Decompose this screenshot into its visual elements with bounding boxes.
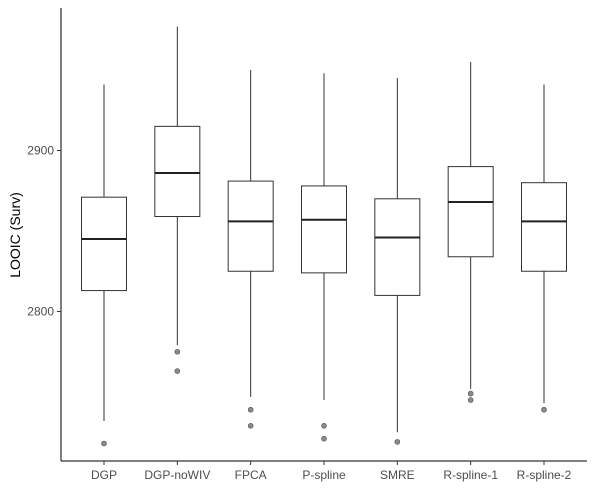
box-iqr (227, 180, 274, 272)
outlier-point (247, 423, 254, 429)
outlier-point (174, 348, 181, 355)
x-tick-label: SMRE (380, 468, 415, 482)
y-axis-title: LOOIC (Surv) (7, 192, 23, 278)
plot-area (81, 26, 567, 447)
outlier-point (101, 440, 107, 447)
x-tick-label: P-spline (302, 468, 346, 482)
outlier-point (247, 406, 254, 413)
box-group (227, 70, 274, 429)
outlier-point (174, 368, 181, 374)
x-tick-label: FPCA (235, 468, 267, 482)
y-tick-label: 2900 (27, 144, 54, 158)
box-group (301, 73, 347, 442)
box-iqr (447, 166, 494, 258)
x-tick-label: DGP-noWIV (144, 468, 210, 482)
x-tick-label: R-spline-1 (443, 468, 498, 482)
outlier-point (467, 397, 474, 403)
box-group (154, 26, 201, 374)
box-group (447, 61, 494, 403)
box-iqr (301, 185, 347, 274)
box-group (81, 84, 127, 447)
outlier-point (541, 406, 547, 413)
x-tick-label: DGP (91, 468, 117, 482)
box-iqr (374, 198, 421, 296)
outlier-point (321, 423, 327, 429)
x-axis-ticks: DGP DGP-noWIV FPCA P-spline SMRE R-spline-1 R-… (91, 461, 572, 482)
box-group (374, 78, 421, 445)
box-iqr (521, 182, 567, 272)
y-axis-ticks: 2800 2900 (27, 144, 61, 319)
y-tick-label: 2800 (27, 305, 54, 319)
outlier-point (467, 390, 474, 397)
box-group (521, 84, 567, 413)
box-iqr (154, 125, 201, 218)
outlier-point (321, 435, 327, 442)
outlier-point (394, 439, 401, 445)
box-iqr (81, 196, 127, 292)
x-tick-label: R-spline-2 (517, 468, 572, 482)
